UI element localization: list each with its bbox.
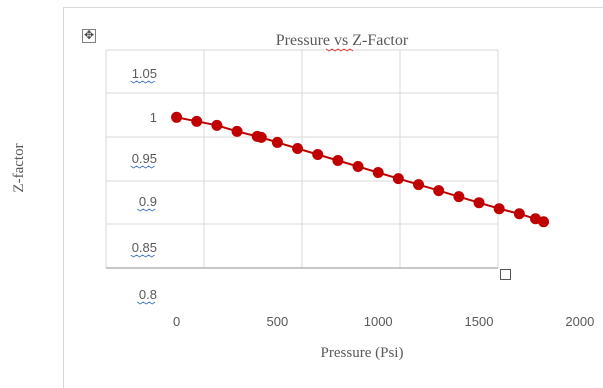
data-point[interactable] [433, 185, 445, 197]
y-axis-label: Z-factor [11, 143, 27, 192]
data-point[interactable] [538, 216, 550, 228]
data-point[interactable] [271, 136, 283, 148]
y-tick-label: 0.8 [139, 287, 157, 302]
resize-handle-icon[interactable] [500, 269, 511, 280]
x-axis-tick-labels: 0 500 1000 1500 2000 [173, 314, 594, 329]
spellcheck-underline [136, 208, 156, 212]
spellcheck-underline [130, 80, 155, 84]
data-point[interactable] [211, 119, 223, 131]
spellcheck-underline [136, 301, 156, 305]
x-tick-label: 1000 [364, 314, 393, 329]
data-point[interactable] [255, 131, 267, 143]
data-point[interactable] [372, 167, 384, 179]
x-tick-label: 2000 [565, 314, 594, 329]
chart-title: Pressure vs Z-Factor [276, 32, 409, 49]
page-border-left [63, 7, 64, 388]
page-border-top [63, 7, 603, 8]
data-point[interactable] [171, 111, 183, 123]
data-point[interactable] [312, 148, 324, 160]
data-point[interactable] [392, 173, 404, 185]
y-axis-tick-labels: 1.05 1 0.95 0.9 0.85 0.8 [130, 66, 157, 305]
data-point[interactable] [231, 125, 243, 137]
x-tick-label: 1500 [465, 314, 494, 329]
data-point[interactable] [413, 179, 425, 191]
data-point[interactable] [493, 203, 505, 215]
spellcheck-underline [130, 254, 155, 258]
data-point[interactable] [292, 142, 304, 154]
y-tick-label: 1 [150, 110, 157, 125]
x-axis-label: Pressure (Psi) [321, 345, 404, 361]
data-point[interactable] [513, 208, 525, 220]
data-point[interactable] [473, 197, 485, 209]
spellcheck-underline [130, 165, 155, 169]
data-point[interactable] [191, 115, 203, 127]
y-tick-label: 0.9 [139, 194, 157, 209]
x-tick-label: 500 [267, 314, 289, 329]
y-tick-label: 1.05 [132, 66, 157, 81]
gridlines [105, 49, 499, 268]
data-point[interactable] [453, 191, 465, 203]
data-series[interactable] [171, 111, 550, 228]
data-point[interactable] [332, 155, 344, 167]
spellcheck-underline [325, 48, 354, 52]
data-point[interactable] [352, 161, 364, 173]
y-tick-label: 0.85 [132, 240, 157, 255]
x-tick-label: 0 [173, 314, 180, 329]
y-tick-label: 0.95 [132, 151, 157, 166]
move-arrows-icon[interactable]: ✥ [82, 28, 96, 43]
